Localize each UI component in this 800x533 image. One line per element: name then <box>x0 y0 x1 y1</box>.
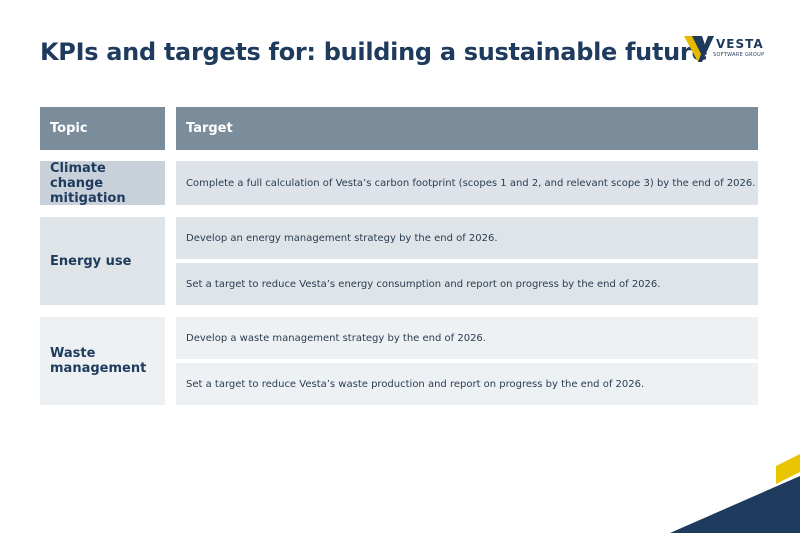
target-cell: Develop an energy management strategy by… <box>176 217 758 259</box>
logo-subtitle: SOFTWARE GROUP <box>713 52 765 58</box>
header-target: Target <box>176 107 758 150</box>
header-topic: Topic <box>40 107 165 150</box>
corner-decoration <box>670 454 800 533</box>
logo-name: VESTA <box>716 37 764 51</box>
topic-cell: Energy use <box>40 217 165 305</box>
title: KPIs and targets for: building a sustain… <box>40 38 708 66</box>
target-cell: Complete a full calculation of Vesta’s c… <box>176 161 758 205</box>
logo-mark <box>684 36 714 62</box>
topic-cell: Waste management <box>40 317 165 405</box>
target-cell: Set a target to reduce Vesta’s waste pro… <box>176 363 758 405</box>
target-cell: Develop a waste management strategy by t… <box>176 317 758 359</box>
topic-cell: Climate change mitigation <box>40 161 165 206</box>
target-cell: Set a target to reduce Vesta’s energy co… <box>176 263 758 305</box>
